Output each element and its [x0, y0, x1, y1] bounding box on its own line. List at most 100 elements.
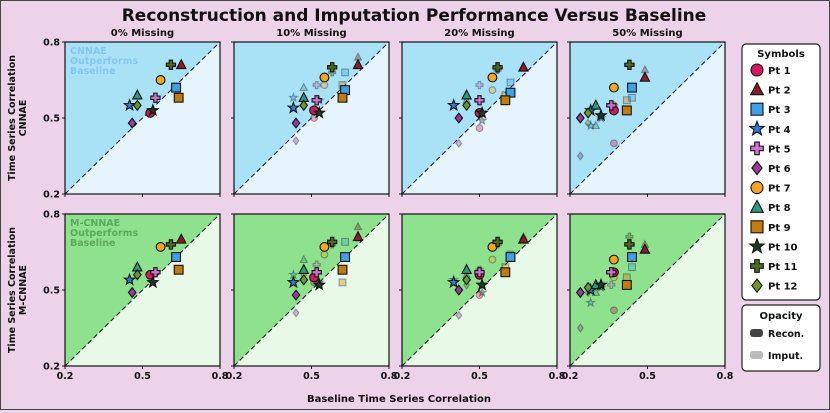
y-axis-label: Time Series Correlation: [7, 227, 18, 353]
reconstruction-point: [454, 284, 464, 296]
legend-marker: [750, 102, 764, 116]
reference-line: [569, 41, 726, 195]
panel-frame: [401, 41, 558, 195]
x-tick-label: 0.5: [471, 371, 488, 382]
x-tick-label: 0.8: [549, 371, 566, 382]
reconstruction-point: [171, 82, 182, 93]
reconstruction-point: [517, 233, 529, 244]
legend-label: Pt 2: [768, 86, 791, 97]
reconstruction-point: [165, 239, 177, 250]
reconstruction-point: [175, 233, 187, 244]
reconstruction-point: [352, 58, 364, 70]
region-label: Baseline: [70, 238, 115, 249]
region-label: CNNAE: [70, 46, 107, 57]
imputation-point: [292, 136, 300, 146]
x-tick-label: 0.2: [394, 371, 411, 382]
reconstruction-point: [155, 241, 166, 252]
opacity-label-imput: Imput.: [768, 351, 803, 362]
reconstruction-point: [606, 267, 617, 278]
imputation-point: [320, 81, 329, 90]
imputation-point: [622, 273, 631, 282]
reconstruction-point: [583, 107, 593, 119]
reconstruction-point: [173, 92, 184, 103]
reconstruction-point: [474, 95, 485, 106]
reconstruction-point: [575, 286, 585, 299]
reconstruction-point: [492, 236, 503, 248]
legend-label: Pt 8: [768, 203, 791, 214]
region-label: Outperforms: [70, 228, 139, 239]
reconstruction-point: [606, 100, 617, 111]
reconstruction-point: [517, 61, 529, 72]
y-tick-label: 0.8: [43, 210, 60, 221]
legend-label: Pt 7: [768, 184, 791, 195]
legend-label: Pt 9: [768, 223, 791, 234]
reconstruction-point: [594, 108, 608, 122]
reconstruction-point: [122, 98, 137, 112]
column-title: 0% Missing: [111, 28, 174, 39]
panel-frame: [233, 213, 390, 367]
imputation-point: [488, 86, 497, 95]
imputation-point: [476, 286, 488, 298]
imputation-point: [353, 221, 363, 231]
reconstruction-point: [122, 272, 137, 286]
imputation-point: [591, 120, 601, 130]
reconstruction-point: [291, 117, 301, 129]
reference-line: [64, 213, 221, 367]
region-label: Outperforms: [70, 56, 139, 67]
reference-line: [233, 213, 390, 367]
x-axis-label: Baseline Time Series Correlation: [307, 394, 491, 405]
opacity-swatch-recon: [750, 329, 763, 337]
reconstruction-point: [150, 92, 161, 103]
column-title: 50% Missing: [612, 28, 682, 39]
imputation-point: [455, 138, 463, 148]
reconstruction-point: [319, 241, 330, 252]
y-axis-label-model: CNNAE: [18, 100, 29, 137]
reconstruction-point: [492, 62, 503, 73]
imputation-point: [585, 119, 597, 131]
legend-label: Pt 10: [768, 242, 798, 253]
x-tick-label: 0.2: [226, 371, 243, 382]
imputation-point: [338, 278, 347, 287]
reference-line: [64, 41, 221, 195]
symbols-legend-title: Symbols: [757, 49, 805, 60]
y-axis-label: Time Series Correlation: [7, 55, 18, 181]
opacity-legend-title: Opacity: [759, 311, 803, 322]
reconstruction-point: [340, 252, 351, 263]
imputation-point: [341, 68, 350, 77]
y-tick-label: 0.2: [43, 190, 60, 201]
reconstruction-point: [462, 274, 472, 286]
reconstruction-point: [311, 267, 322, 278]
legend-label: Pt 11: [768, 262, 798, 273]
reconstruction-point: [319, 72, 330, 83]
reconstruction-point: [474, 267, 485, 278]
reconstruction-point: [131, 88, 143, 100]
panel-frame: [64, 213, 221, 367]
reconstruction-point: [299, 99, 309, 112]
opacity-label-recon: Recon.: [768, 329, 804, 340]
panel-frame: [401, 213, 558, 367]
imputation-point: [292, 308, 300, 318]
imputation-point: [628, 93, 636, 102]
reconstruction-point: [311, 95, 322, 106]
panel: 0.2 0.5 0.8: [226, 213, 398, 382]
reconstruction-point: [475, 277, 489, 291]
x-tick-label: 0.2: [562, 371, 579, 382]
legend-marker: [750, 181, 764, 195]
y-tick-label: 0.2: [43, 362, 60, 373]
column-title: 20% Missing: [444, 28, 514, 39]
imputation-point: [576, 151, 584, 161]
imputation-point: [622, 96, 631, 105]
x-tick-label: 0.8: [212, 371, 229, 382]
legend-label: Pt 1: [768, 66, 791, 77]
reconstruction-point: [500, 95, 511, 106]
reconstruction-point: [505, 252, 516, 263]
reconstruction-point: [627, 82, 637, 93]
reconstruction-point: [298, 263, 310, 275]
reconstruction-point: [454, 112, 464, 124]
panel-frame: [64, 41, 221, 195]
x-tick-label: 0.8: [381, 371, 398, 382]
reconstruction-point: [500, 267, 511, 278]
reconstruction-point: [175, 58, 187, 70]
reconstruction-point: [286, 275, 301, 289]
